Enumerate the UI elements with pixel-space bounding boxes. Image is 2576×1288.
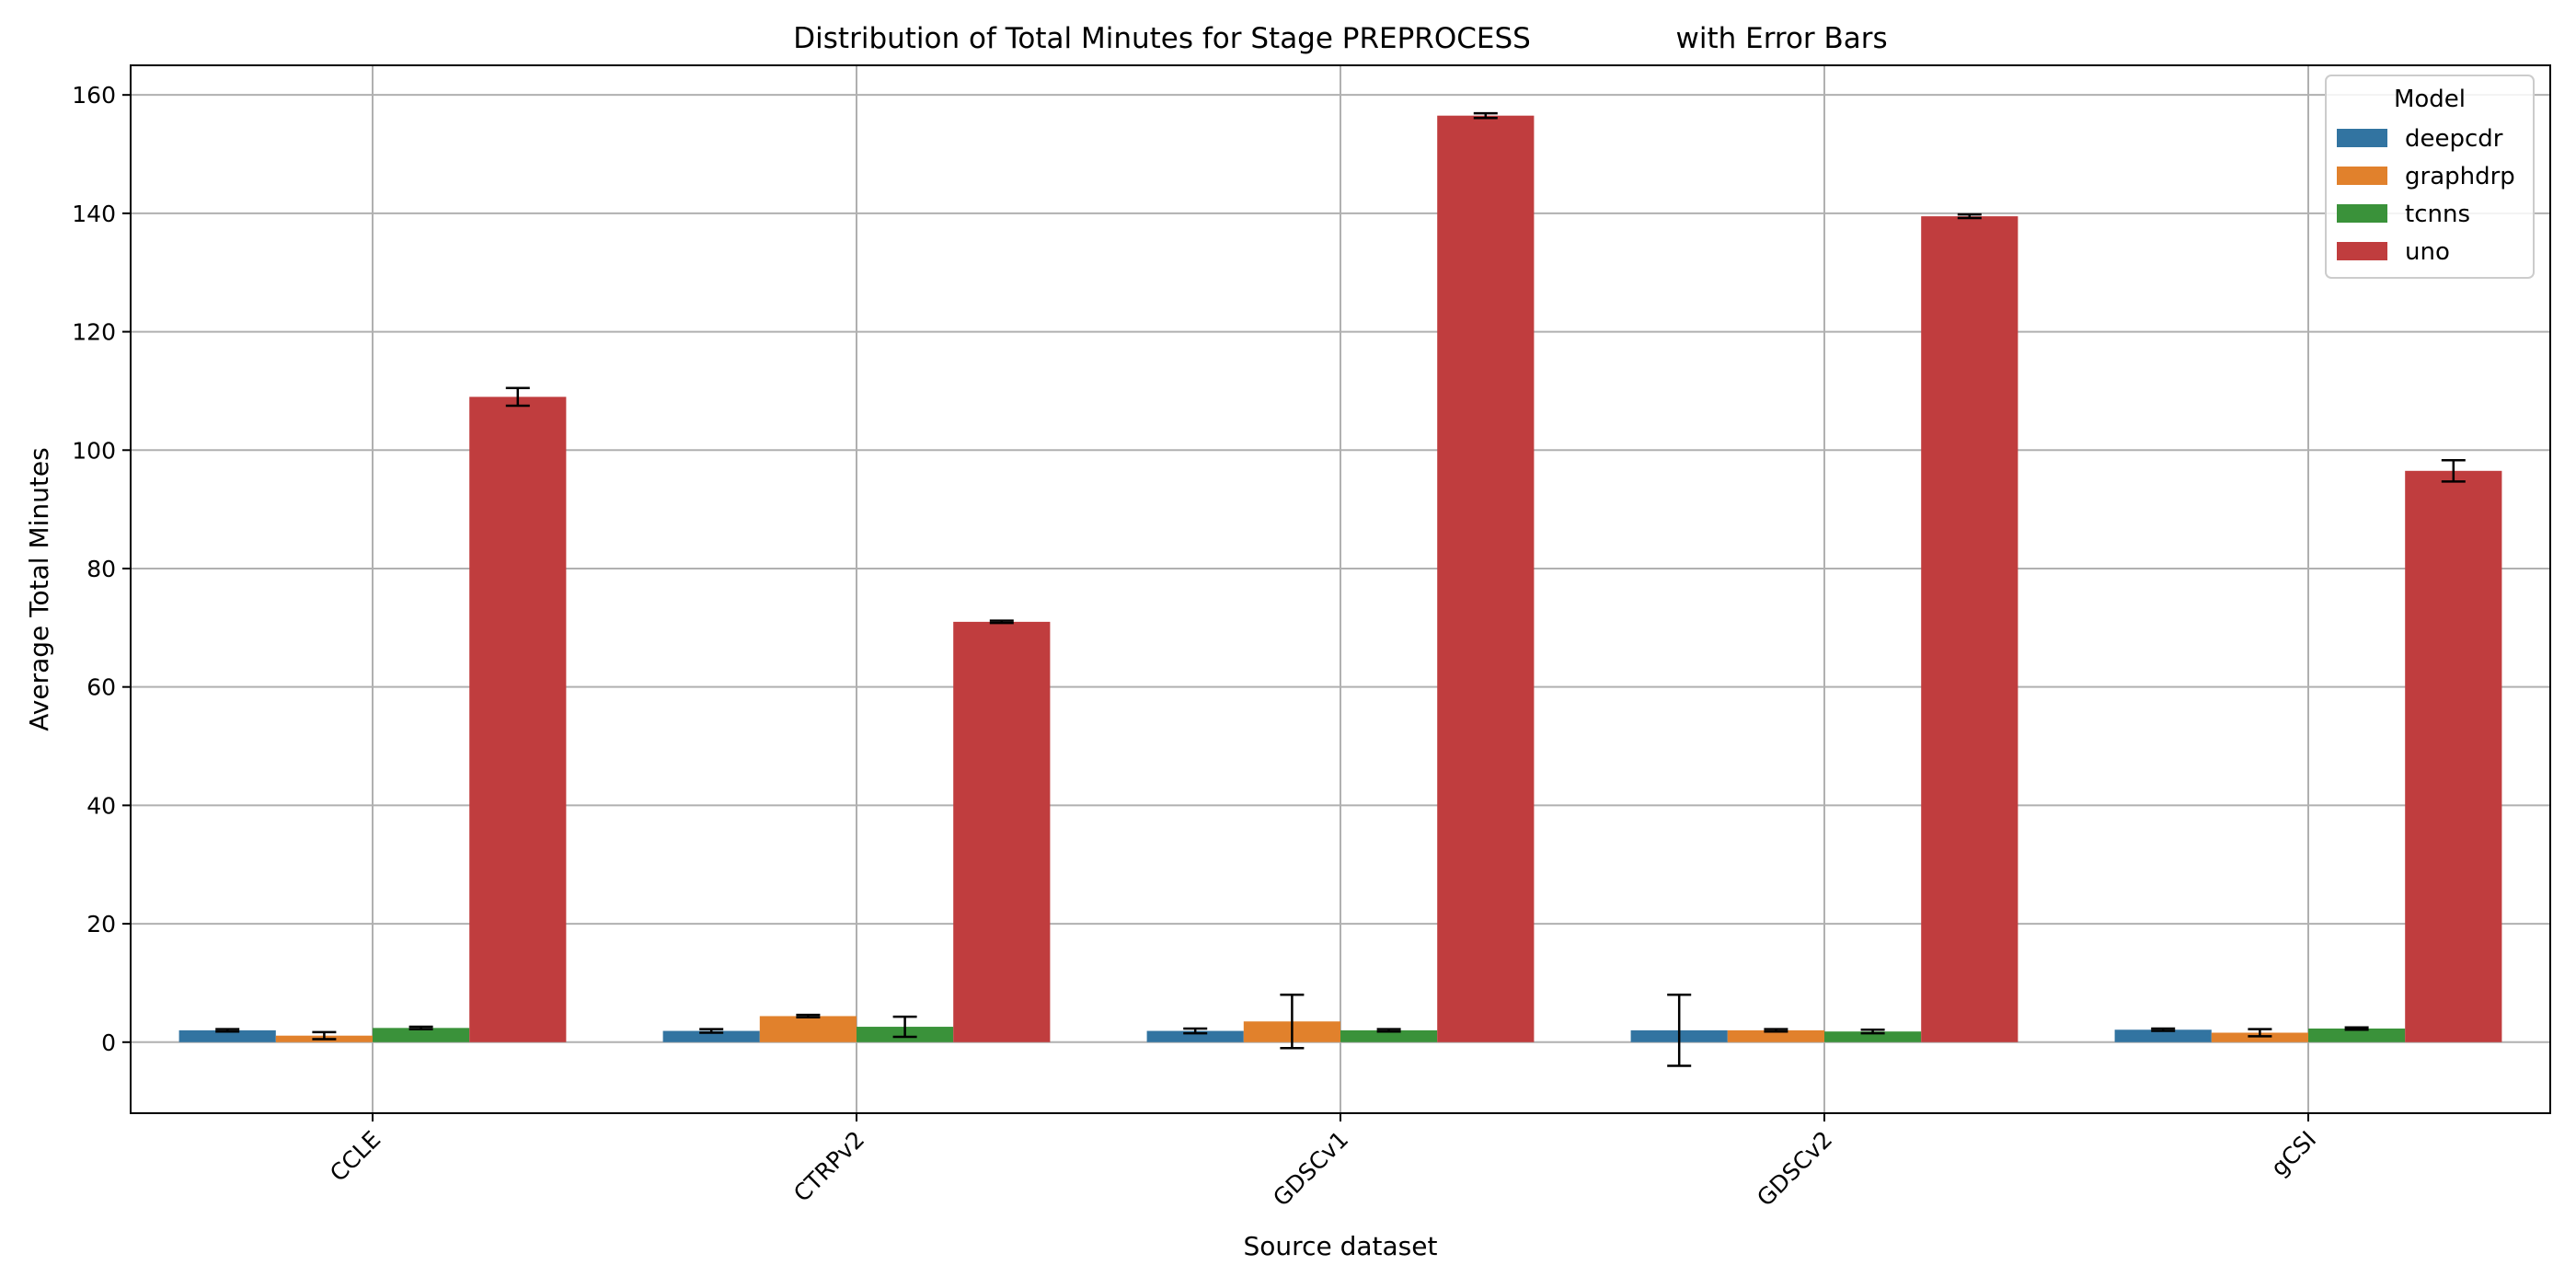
bar-tcnns — [1340, 1029, 1438, 1042]
legend-label-uno: uno — [2405, 238, 2450, 266]
y-tick-label: 120 — [72, 319, 116, 346]
x-tick-label: CTRPv2 — [788, 1126, 869, 1207]
y-tick-label: 60 — [86, 674, 116, 701]
bar-graphdrp — [1727, 1029, 1824, 1042]
bar-deepcdr — [178, 1029, 276, 1042]
y-axis-label: Average Total Minutes — [24, 447, 54, 730]
x-tick-label: GDSCv2 — [1752, 1126, 1837, 1212]
x-tick-label: CCLE — [325, 1126, 385, 1187]
legend-box — [2325, 75, 2535, 279]
y-tick-label: 160 — [72, 82, 116, 109]
y-tick-label: 80 — [86, 556, 116, 582]
y-tick-label: 140 — [72, 201, 116, 227]
legend-swatch-tcnns — [2337, 204, 2387, 223]
bar-tcnns — [1824, 1031, 1922, 1042]
legend-swatch-deepcdr — [2337, 129, 2387, 147]
y-tick-label: 0 — [101, 1029, 116, 1056]
bar-tcnns — [373, 1028, 470, 1042]
x-tick-label: gCSI — [2266, 1126, 2322, 1182]
error-bars — [215, 111, 2466, 1067]
bar-deepcdr — [2114, 1029, 2212, 1042]
legend-label-graphdrp: graphdrp — [2405, 163, 2515, 190]
bar-tcnns — [2308, 1028, 2406, 1042]
legend-label-deepcdr: deepcdr — [2405, 125, 2503, 153]
bar-uno — [469, 397, 567, 1042]
legend: Model deepcdr graphdrp tcnns uno — [2325, 75, 2535, 279]
y-tick-label: 40 — [86, 792, 116, 819]
legend-swatch-uno — [2337, 242, 2387, 260]
bars — [178, 115, 2502, 1042]
bar-deepcdr — [1146, 1030, 1244, 1042]
legend-swatch-graphdrp — [2337, 167, 2387, 185]
bar-graphdrp — [2211, 1032, 2308, 1042]
bar-uno — [1437, 115, 1535, 1042]
bar-uno — [2405, 470, 2502, 1042]
y-tick-label: 100 — [72, 437, 116, 464]
bar-uno — [953, 621, 1051, 1042]
bar-uno — [1921, 216, 2018, 1042]
legend-title: Model — [2394, 86, 2466, 113]
bar-deepcdr — [662, 1030, 760, 1042]
y-tick-label: 20 — [86, 911, 116, 937]
x-axis-label: Source dataset — [1244, 1231, 1438, 1261]
bar-graphdrp — [759, 1016, 857, 1042]
x-tick-label: GDSCv1 — [1268, 1126, 1353, 1212]
legend-label-tcnns: tcnns — [2405, 201, 2470, 228]
chart-title: Distribution of Total Minutes for Stage … — [793, 22, 1887, 55]
